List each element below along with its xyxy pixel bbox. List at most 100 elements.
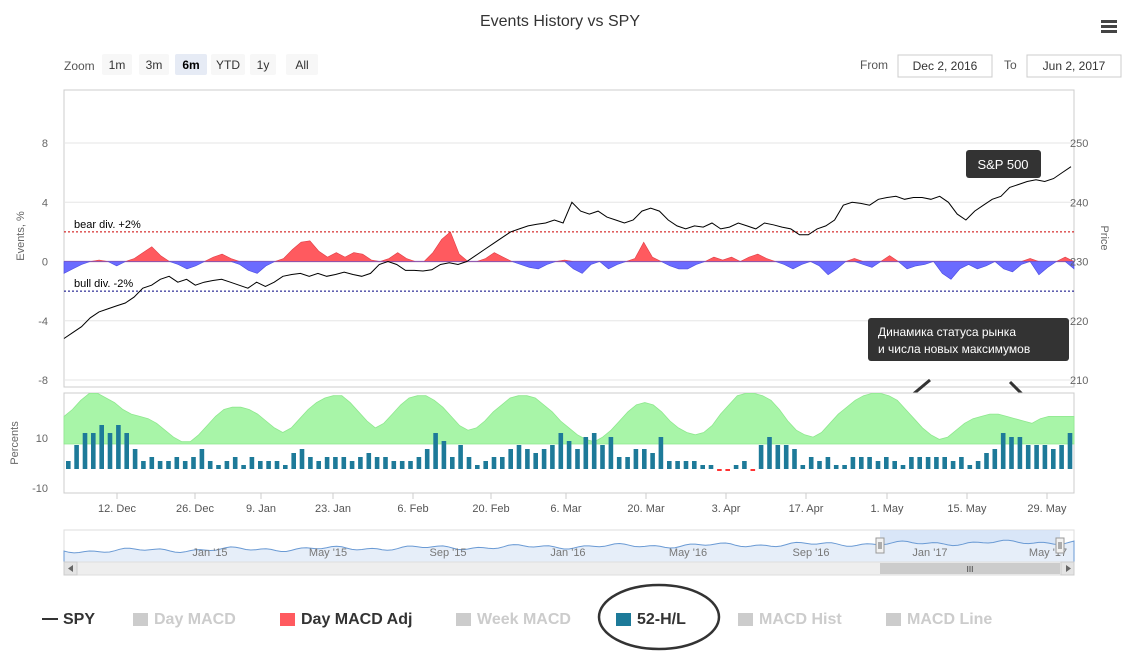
zoom-button-ytd[interactable]: YTD	[211, 54, 245, 75]
left-tick-label: 4	[42, 197, 48, 209]
legend-label: Day MACD Adj	[301, 611, 412, 628]
hl-bar	[675, 461, 680, 469]
legend-symbol-square	[133, 613, 148, 626]
x-tick-label: 20. Mar	[627, 503, 665, 515]
hl-bar	[575, 449, 580, 469]
to-date-input[interactable]: Jun 2, 2017	[1026, 54, 1122, 78]
hl-bar	[216, 465, 221, 469]
navigator-right-handle[interactable]	[1055, 537, 1065, 554]
hl-bar	[433, 433, 438, 469]
navigator[interactable]: Jan '15 May '15 Sep '15 Jan '16 May '16 Sep '…	[63, 529, 1075, 563]
hl-bar	[984, 453, 989, 469]
legend-item-52-h-l[interactable]: 52-H/L	[616, 611, 686, 628]
legend-item-spy[interactable]: SPY	[42, 611, 95, 628]
navigator-label: May '16	[669, 547, 707, 559]
hl-bar	[258, 461, 263, 469]
hl-bar	[925, 457, 931, 469]
hl-bar	[917, 457, 922, 469]
left-axis-title: Events, %	[15, 211, 27, 261]
x-tick-label: 15. May	[947, 503, 987, 515]
from-date-input[interactable]: Dec 2, 2016	[897, 54, 993, 78]
hl-bar	[141, 461, 146, 469]
legend-item-day-macd-adj[interactable]: Day MACD Adj	[280, 611, 412, 628]
hl-bar	[1034, 445, 1039, 469]
legend: SPY Day MACD Day MACD Adj Week MACD 52-H/L MA…	[42, 611, 992, 628]
scrollbar[interactable]: III	[63, 561, 1075, 576]
legend-item-macd-hist[interactable]: MACD Hist	[738, 611, 842, 628]
hl-bar	[207, 461, 213, 469]
hl-bar	[157, 461, 163, 469]
left-tick-label: 8	[42, 138, 48, 150]
zoom-button-label: 1y	[257, 58, 270, 72]
navigator-label: Sep '16	[793, 547, 830, 559]
legend-highlight-ellipse	[597, 583, 721, 651]
legend-item-day-macd[interactable]: Day MACD	[133, 611, 236, 628]
hl-bar	[867, 457, 872, 469]
hl-bar	[199, 449, 205, 469]
hl-bar	[424, 449, 430, 469]
x-tick-label: 9. Jan	[246, 503, 276, 515]
scroll-left-arrow-icon[interactable]	[63, 561, 78, 576]
navigator-label: Jan '17	[912, 547, 947, 559]
hl-bar	[642, 449, 647, 469]
hl-bar	[399, 461, 405, 469]
x-tick-label: 3. Apr	[712, 503, 741, 515]
zoom-button-3m[interactable]: 3m	[139, 54, 169, 75]
zoom-button-all[interactable]: All	[286, 54, 318, 75]
x-tick-label: 20. Feb	[472, 503, 509, 515]
hl-bar	[341, 457, 347, 469]
zoom-button-label: YTD	[216, 58, 240, 72]
hl-bar	[533, 453, 538, 469]
macd-adj-negative-area	[63, 261, 1075, 280]
hl-bar	[508, 449, 513, 469]
hl-bar	[483, 461, 488, 469]
right-tick-label: 250	[1070, 138, 1088, 150]
bull-threshold-label: bull div. -2%	[74, 278, 133, 290]
legend-label: 52-H/L	[637, 611, 686, 628]
hl-bar	[625, 457, 630, 469]
sp500-tooltip: S&P 500	[966, 150, 1041, 178]
hl-bar	[416, 457, 422, 469]
legend-item-macd-line[interactable]: MACD Line	[886, 611, 992, 628]
hl-bar	[274, 461, 280, 469]
hl-bar	[884, 457, 889, 469]
hl-bar	[742, 461, 747, 469]
hl-bar	[450, 457, 455, 469]
lower-panel: 10 -10 Percents	[9, 392, 1075, 495]
hl-bar	[1067, 433, 1073, 469]
legend-symbol-square	[616, 613, 631, 626]
hl-bar	[349, 461, 355, 469]
hl-bar	[1025, 445, 1031, 469]
hl-bar	[792, 449, 797, 469]
hamburger-menu-icon[interactable]	[1098, 17, 1120, 35]
hl-bar	[608, 437, 614, 469]
zoom-label: Zoom	[64, 59, 95, 73]
hl-bar	[1017, 437, 1023, 469]
zoom-button-label: 6m	[182, 58, 199, 72]
zoom-button-1y[interactable]: 1y	[250, 54, 276, 75]
navigator-label: Jan '15	[192, 547, 227, 559]
scroll-right-arrow-icon[interactable]	[1060, 561, 1075, 576]
hl-bar	[767, 437, 772, 469]
right-axis-title: Price	[1098, 225, 1110, 250]
right-tick-label: 220	[1070, 316, 1088, 328]
zoom-button-1m[interactable]: 1m	[102, 54, 132, 75]
navigator-label: May '15	[309, 547, 347, 559]
hl-area	[63, 393, 1075, 445]
zoom-button-6m[interactable]: 6m	[175, 54, 207, 75]
hl-bar	[817, 461, 822, 469]
left-tick-label: -8	[38, 375, 48, 387]
hl-bar	[633, 449, 639, 469]
scrollbar-thumb[interactable]	[880, 563, 1060, 574]
navigator-line	[63, 539, 1075, 563]
legend-item-week-macd[interactable]: Week MACD	[456, 611, 571, 628]
navigator-left-handle[interactable]	[875, 537, 885, 554]
hl-bar	[650, 453, 655, 469]
hl-bar	[525, 449, 530, 469]
x-tick-label: 23. Jan	[315, 503, 351, 515]
market-note-line2: и числа новых максимумов	[878, 342, 1030, 356]
hl-bar	[232, 457, 238, 469]
hl-bar	[266, 461, 271, 469]
zoom-button-label: 3m	[146, 58, 163, 72]
